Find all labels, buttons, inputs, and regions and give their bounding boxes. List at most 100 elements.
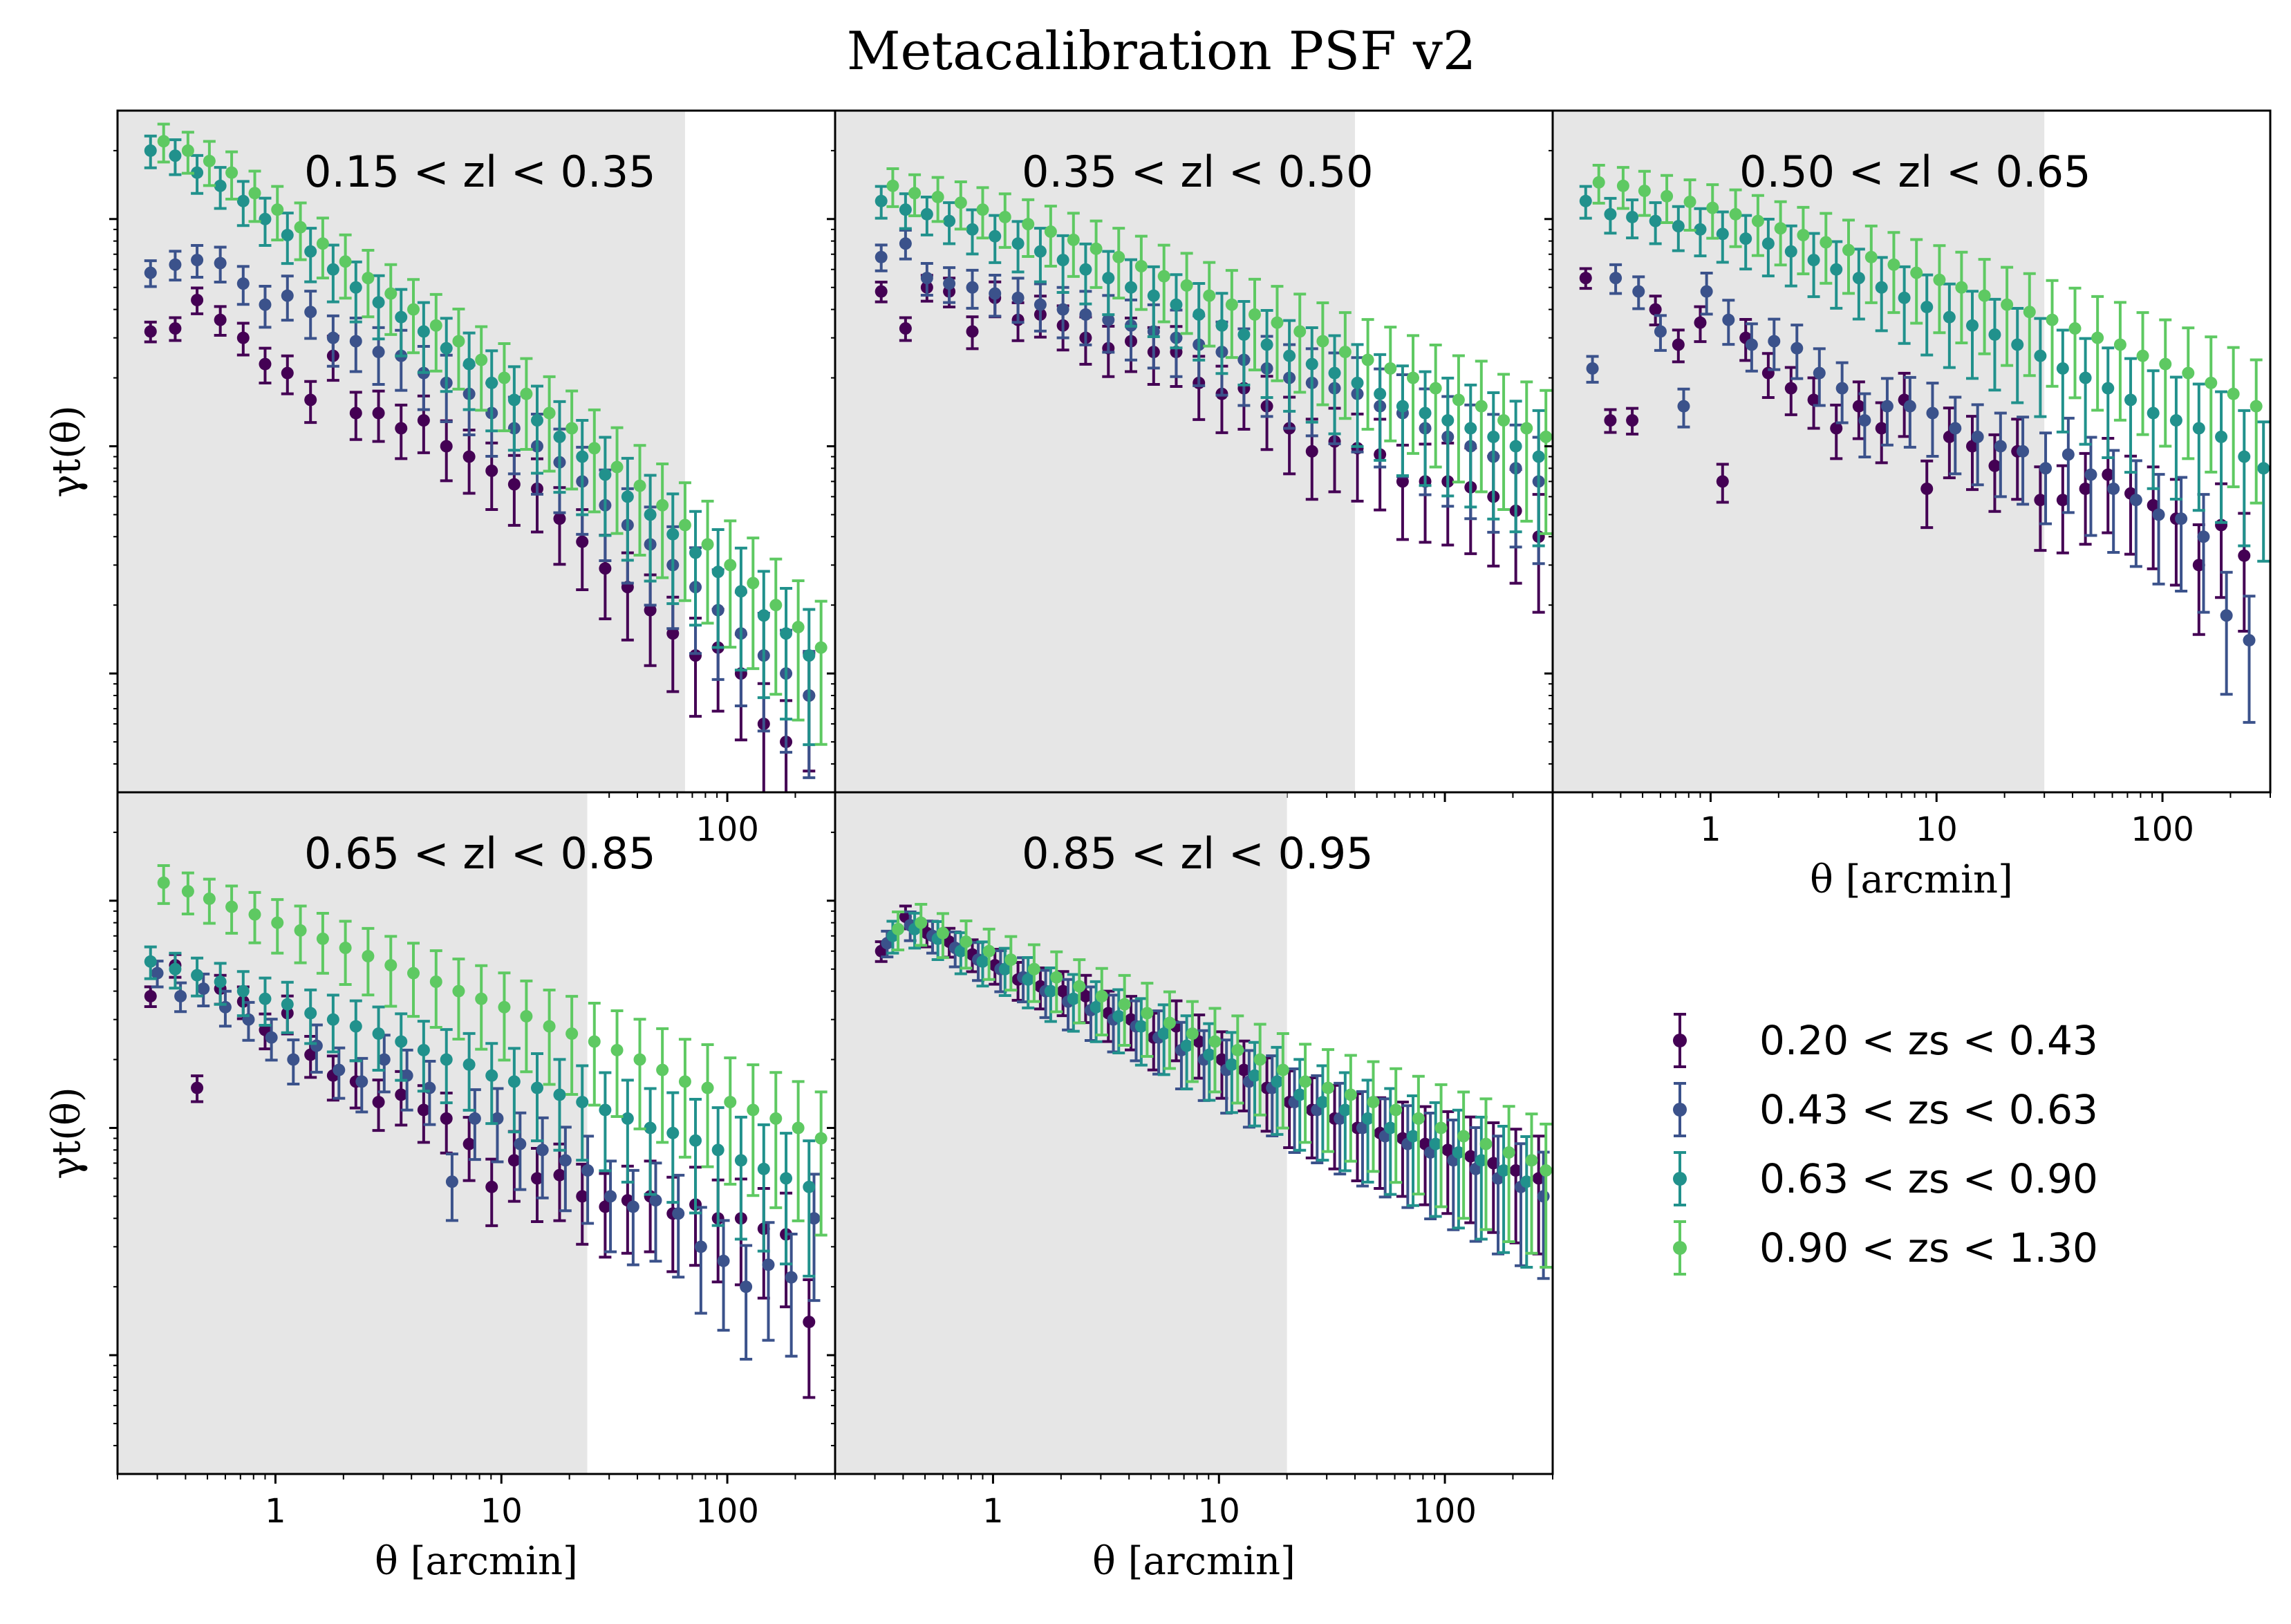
x-axis-label: θ [arcmin]: [1092, 1539, 1296, 1584]
data-point: [1056, 984, 1069, 998]
data-point: [1830, 263, 1843, 276]
data-point: [1225, 298, 1238, 311]
data-point: [954, 944, 967, 958]
data-point: [1027, 962, 1040, 976]
data-point: [762, 1258, 775, 1271]
data-point: [1249, 308, 1262, 321]
data-point: [599, 1200, 612, 1213]
data-point: [803, 1316, 816, 1329]
data-point: [485, 464, 498, 477]
data-point: [384, 287, 398, 300]
data-point: [1429, 382, 1442, 395]
data-point: [1537, 1190, 1550, 1203]
data-point: [936, 926, 949, 940]
panel-frame: [1551, 109, 2272, 794]
data-point: [960, 935, 973, 949]
data-point: [1412, 1112, 1425, 1125]
data-point: [1457, 1130, 1470, 1143]
data-point: [1790, 342, 1804, 355]
data-point: [259, 357, 272, 371]
data-point: [599, 1103, 612, 1117]
data-point: [1751, 214, 1764, 227]
data-point: [372, 296, 385, 309]
data-point: [2220, 609, 2233, 622]
data-point: [1532, 450, 1545, 463]
panel-4: 0.65 < zl < 0.85 1 10 100 θ [arcmin] γt(θ): [44, 791, 836, 1584]
data-point: [1034, 298, 1047, 311]
data-point: [191, 254, 204, 267]
data-point: [666, 1126, 680, 1139]
data-point: [339, 255, 352, 268]
legend-label: 0.63 < zs < 0.90: [1759, 1155, 2098, 1202]
data-point: [1525, 1154, 1538, 1167]
data-point: [1677, 400, 1690, 413]
data-point: [599, 468, 612, 481]
data-point: [440, 440, 453, 453]
data-point: [1649, 303, 1662, 316]
data-point: [747, 1103, 760, 1117]
data-point: [943, 277, 956, 290]
data-point: [333, 1063, 346, 1076]
data-point: [1022, 973, 1035, 986]
series-2: [1586, 263, 2256, 724]
data-point: [362, 272, 375, 285]
data-point: [144, 144, 157, 157]
data-point: [2215, 430, 2228, 443]
panel-3: 0.50 < zl < 0.65 1 10 100 θ [arcmin]: [1544, 109, 2272, 902]
data-point: [1361, 1112, 1374, 1125]
data-point: [1487, 430, 1500, 443]
data-point: [1910, 266, 1923, 279]
data-point: [462, 357, 476, 371]
data-point: [666, 627, 680, 640]
legend-item-3: 0.63 < zs < 0.90: [1673, 1151, 2098, 1206]
data-point: [1903, 400, 1916, 413]
x-tick-label: 100: [1413, 1492, 1477, 1531]
data-point: [2056, 494, 2069, 507]
data-point: [1955, 281, 1968, 294]
data-point: [1820, 236, 1833, 249]
data-point: [1898, 291, 1911, 304]
data-point: [553, 1088, 566, 1101]
data-point: [1384, 362, 1397, 375]
data-point: [281, 229, 294, 242]
data-point: [1011, 291, 1025, 304]
data-point: [553, 512, 566, 525]
data-point: [621, 1112, 634, 1125]
data-point: [536, 1144, 549, 1157]
data-point: [214, 975, 227, 988]
data-point: [1102, 272, 1115, 285]
data-point: [1994, 440, 2007, 453]
data-point: [225, 166, 239, 179]
data-point: [649, 1194, 662, 1207]
data-point: [271, 916, 284, 929]
data-point: [203, 154, 216, 167]
figure-title: Metacalibration PSF v2: [847, 20, 1477, 82]
data-point: [281, 998, 294, 1011]
data-point: [576, 450, 589, 463]
data-point: [1322, 1081, 1335, 1094]
data-point: [1774, 222, 1787, 235]
data-point: [144, 955, 157, 968]
series-4: [157, 122, 827, 746]
data-point: [1654, 325, 1667, 338]
data-point: [678, 1075, 691, 1088]
data-point: [780, 1172, 793, 1185]
data-point: [485, 376, 498, 389]
data-point: [2017, 445, 2030, 458]
data-point: [1694, 223, 1707, 236]
data-point: [417, 1103, 430, 1117]
data-point: [1520, 1175, 1533, 1188]
data-point: [248, 908, 261, 921]
data-point: [2192, 559, 2205, 572]
data-point: [445, 1175, 458, 1188]
data-point: [191, 166, 204, 179]
data-point: [181, 144, 194, 157]
data-point: [1920, 482, 1934, 495]
data-point: [491, 1112, 504, 1125]
series-3: [875, 185, 1545, 548]
data-point: [326, 331, 339, 344]
data-point: [287, 1053, 300, 1066]
data-point: [1125, 281, 1138, 294]
series-3: [144, 945, 816, 1278]
data-point: [304, 393, 317, 407]
